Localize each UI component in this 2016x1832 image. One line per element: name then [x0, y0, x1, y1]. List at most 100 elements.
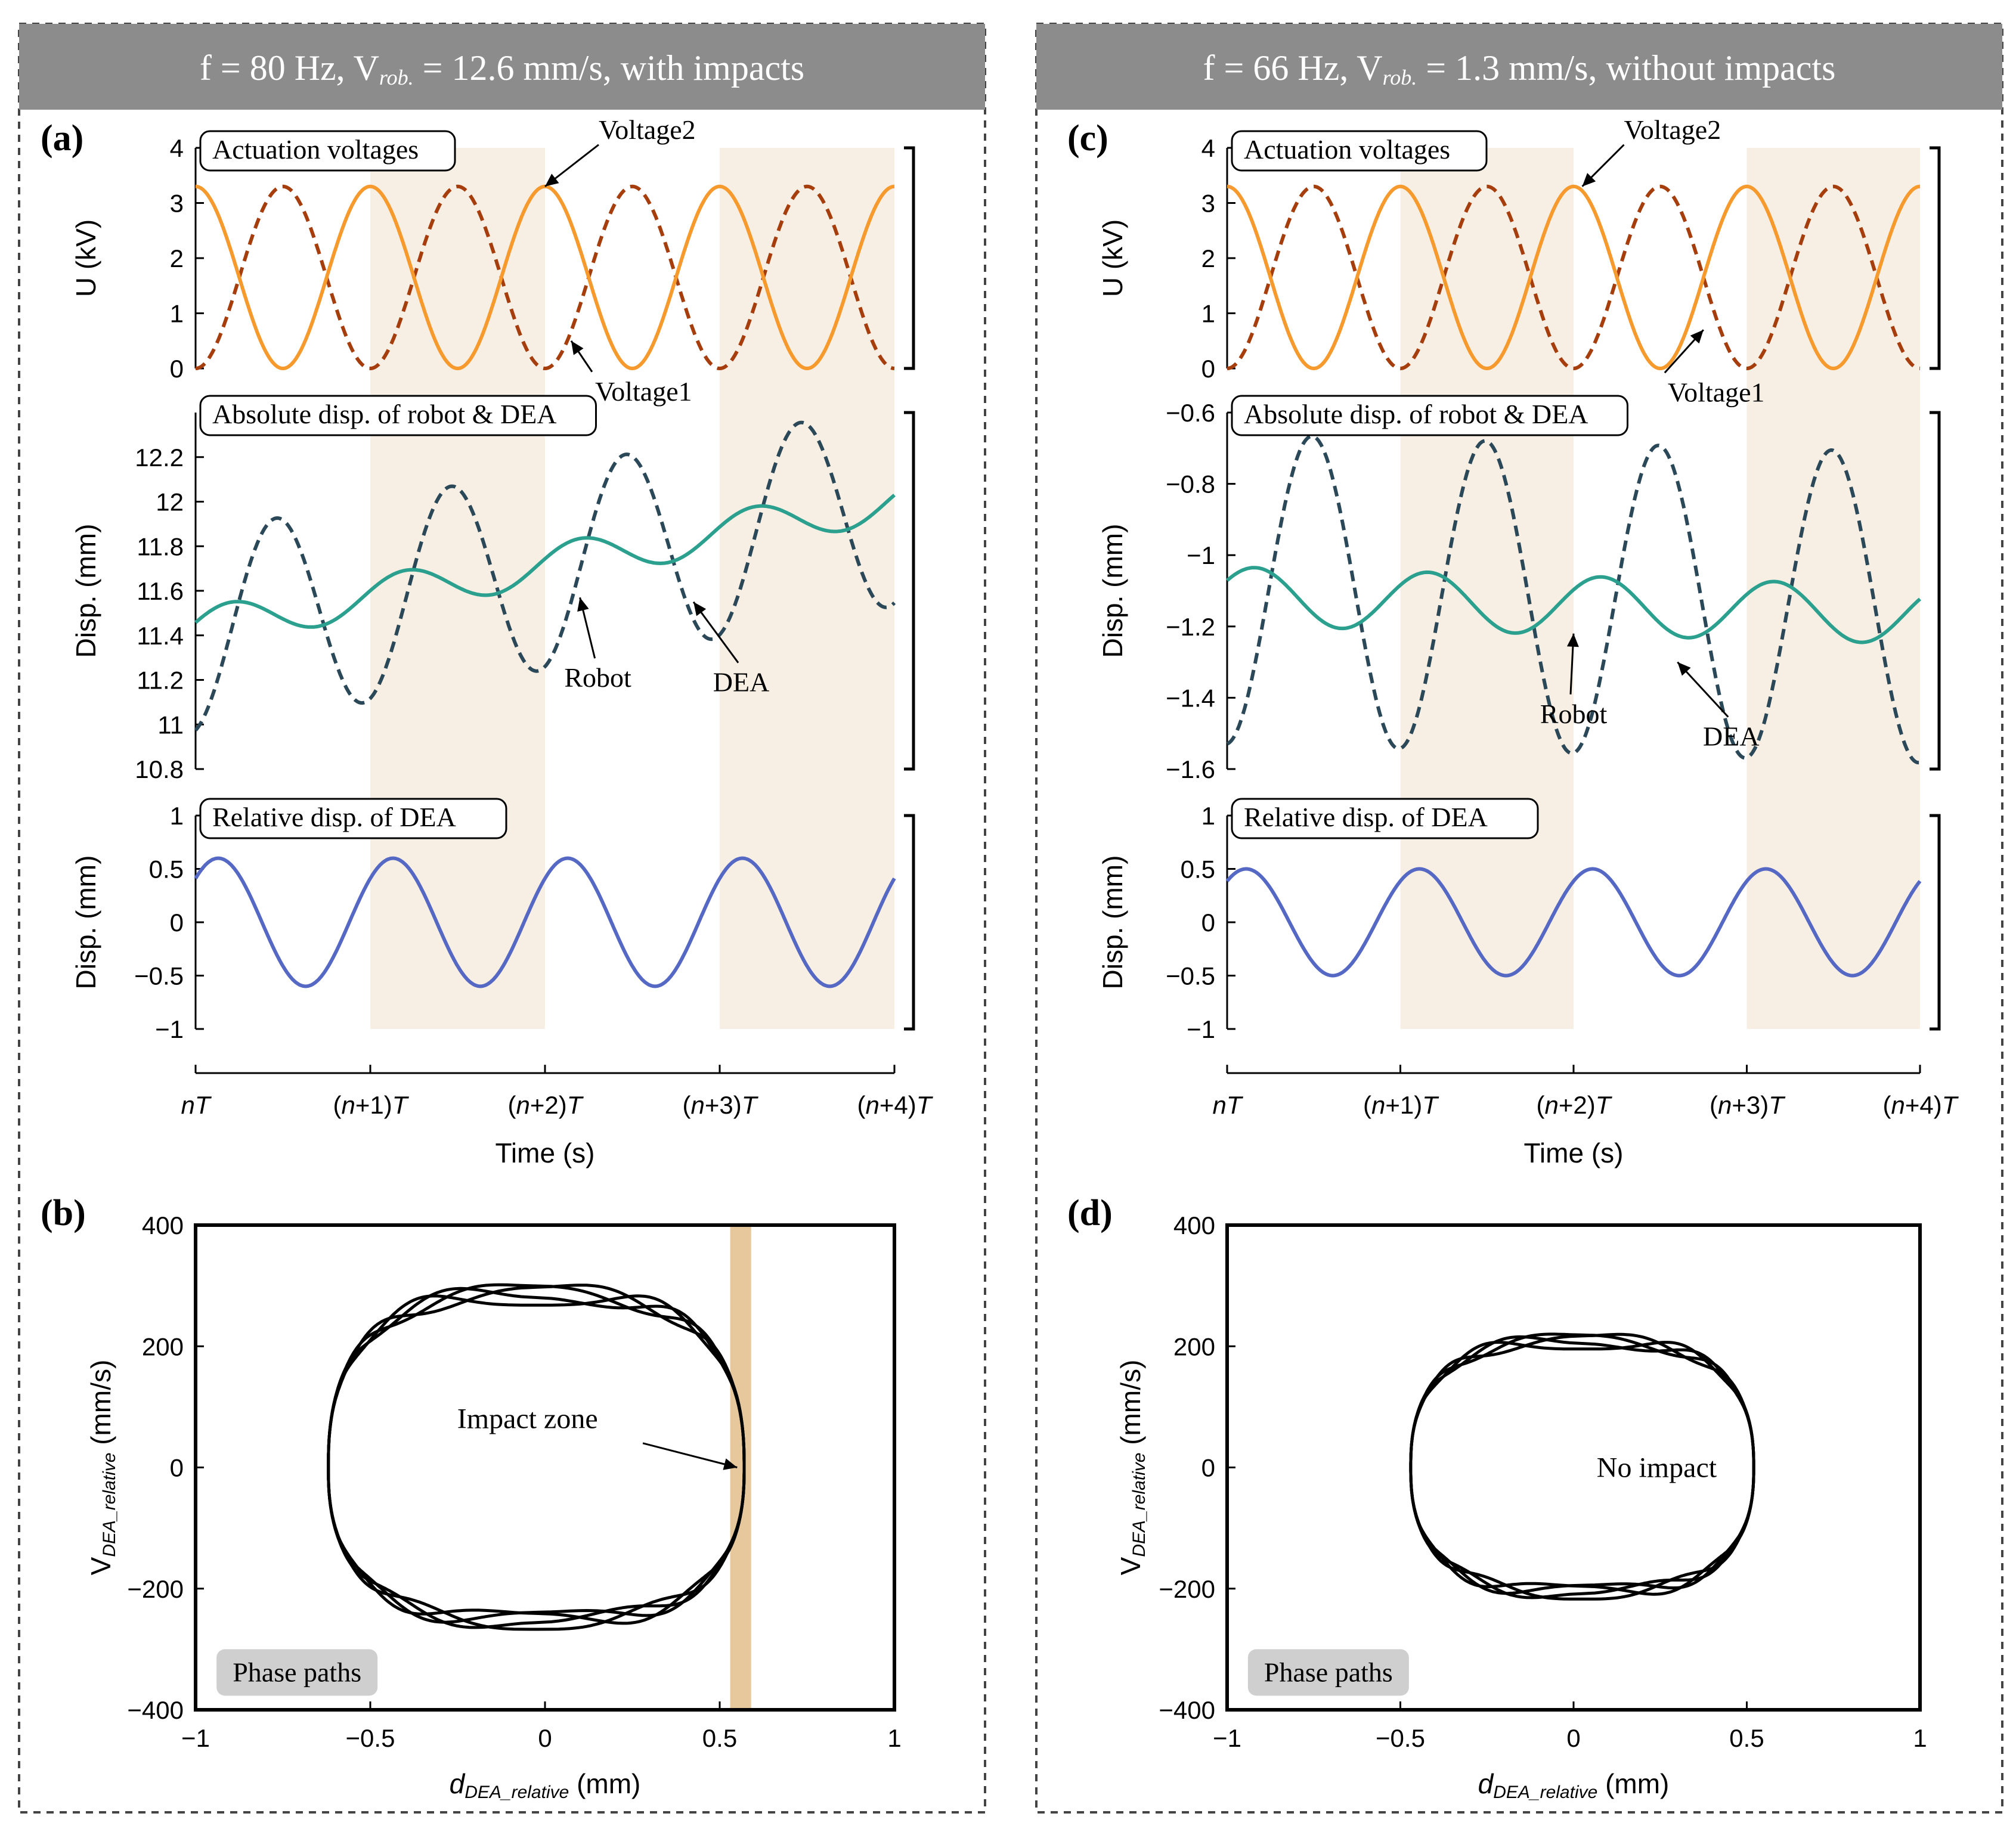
right-header-bg	[1036, 24, 2002, 110]
x-tick-label-left: (n+3)T	[683, 1091, 759, 1119]
bracket-a1	[904, 146, 915, 370]
y-tick-label-c2: −1.6	[1166, 755, 1215, 783]
right-header: f = 66 Hz, Vrob. = 1.3 mm/s, without imp…	[1203, 48, 1836, 89]
x-tick-label-d: 1	[1913, 1724, 1927, 1752]
plot-a3: −1 −0.5 0 0.5 1 Disp. (mm) Relative disp. of D…	[70, 798, 915, 1043]
x-tick-label-b: 0	[538, 1724, 552, 1752]
y-axis-label-c3: Disp. (mm)	[1097, 855, 1128, 990]
tick-part: T	[195, 1091, 212, 1119]
plot-title-c2: Absolute disp. of robot & DEA	[1231, 395, 1628, 436]
annotation-text-c1: Voltage2	[1624, 114, 1721, 145]
plot-a2: 10.8 11 11.2 11.4 11.6 11.8 12 12.2 Disp. (mm) Ab…	[70, 395, 915, 783]
tick-part: T	[916, 1091, 934, 1119]
series-c1-voltage1	[1226, 184, 1921, 370]
tick-part: T	[1227, 1091, 1244, 1119]
y-tick-label-d: 0	[1201, 1454, 1215, 1482]
annotation-c2-robot: Robot	[1540, 633, 1608, 729]
annotation-text-a1: Voltage2	[599, 114, 696, 145]
x-tick-label-d: 0.5	[1729, 1724, 1764, 1752]
tick-part: +2)	[530, 1091, 567, 1119]
annotation-a2-robot: Robot	[564, 597, 631, 693]
plot-title-text-a3: Relative disp. of DEA	[212, 802, 456, 832]
x-tick-label-d: −1	[1213, 1724, 1241, 1752]
label-part: d	[450, 1768, 466, 1799]
y-tick-label-b: 200	[142, 1332, 184, 1360]
legend-text-b: Phase paths	[233, 1657, 361, 1687]
plot-title-box-a3	[199, 798, 507, 839]
plot-title-text-a1: Actuation voltages	[212, 134, 419, 165]
series-c2-dea	[1226, 434, 1921, 765]
plot-title-a1: Actuation voltages	[199, 130, 456, 172]
x-tick-label-right: (n+4)T	[1883, 1091, 1959, 1119]
plot-title-text-c2: Absolute disp. of robot & DEA	[1244, 399, 1588, 429]
tick-part: n	[1718, 1091, 1732, 1119]
plot-title-text-c3: Relative disp. of DEA	[1244, 802, 1488, 832]
label-part: (mm)	[1597, 1768, 1669, 1799]
tick-part: (	[1537, 1091, 1545, 1119]
tick-part: (	[1883, 1091, 1891, 1119]
y-axis-label-d: VDEA_relative (mm/s)	[1115, 1360, 1149, 1576]
label-part: d	[1478, 1768, 1494, 1799]
annotation-arrow-head	[577, 597, 589, 612]
plot-title-box-c1	[1231, 130, 1488, 172]
annotation-arrow-head	[1582, 173, 1596, 187]
series-a2-robot	[194, 494, 896, 629]
y-tick-label-c1: 3	[1201, 190, 1215, 218]
y-tick-label-a2: 11	[157, 711, 184, 739]
y-tick-label-a1: 1	[170, 300, 184, 328]
annotation-arrow-head	[723, 1458, 738, 1470]
shade-band-right-2	[1746, 148, 1920, 1029]
plot-title-a2: Absolute disp. of robot & DEA	[199, 395, 597, 436]
plot-title-box-a2	[199, 395, 597, 436]
y-tick-label-a3: −1	[155, 1015, 184, 1043]
tick-part: (	[1363, 1091, 1371, 1119]
plot-title-a3: Relative disp. of DEA	[199, 798, 507, 839]
plot-title-text-c1: Actuation voltages	[1244, 134, 1450, 165]
series-c3-relative-disp-	[1225, 867, 1922, 978]
y-tick-label-a3: 0.5	[149, 855, 184, 884]
annotation-arrow-head	[1566, 633, 1579, 647]
y-tick-label-c2: −0.6	[1166, 399, 1215, 427]
x-tick-label-left: nT	[181, 1091, 212, 1119]
series-a1-voltage1	[195, 184, 895, 370]
x-tick-label-right: (n+1)T	[1363, 1091, 1439, 1119]
annotation-arrow-line	[642, 1442, 738, 1468]
annotation-text-c2: Robot	[1540, 699, 1608, 729]
tick-part: T	[742, 1091, 759, 1119]
annotation-arrow-head	[693, 602, 707, 616]
y-tick-label-c3: 0.5	[1181, 855, 1215, 884]
label-part: DEA_relative	[464, 1783, 569, 1802]
y-tick-label-c1: 4	[1201, 134, 1215, 162]
x-tick-label-right: (n+2)T	[1537, 1091, 1613, 1119]
series-a3-relative-disp-	[194, 856, 896, 988]
tick-part: +4)	[1905, 1091, 1942, 1119]
y-tick-label-b: −200	[127, 1575, 184, 1603]
annotation-c1-voltage1: Voltage1	[1664, 329, 1765, 407]
legend-bg-d	[1247, 1649, 1409, 1696]
bracket-c1	[1930, 146, 1941, 370]
panel-label-b: (b)	[41, 1193, 86, 1233]
annotation-arrow-head	[1690, 330, 1704, 344]
series-a2-dea	[194, 420, 896, 731]
y-tick-label-a1: 0	[170, 355, 184, 383]
tick-part: T	[567, 1091, 584, 1119]
y-tick-label-c3: −1	[1187, 1015, 1215, 1043]
annotation-text-c1: Voltage1	[1668, 377, 1765, 407]
y-tick-label-a2: 11.2	[137, 667, 184, 695]
y-tick-label-a2: 11.4	[137, 622, 184, 650]
y-axis-label-c1: U (kV)	[1097, 219, 1128, 297]
y-tick-label-a2: 10.8	[135, 755, 184, 783]
x-axis-label-left: Time (s)	[496, 1137, 595, 1168]
tick-part: n	[342, 1091, 355, 1119]
bracket-c2	[1930, 411, 1941, 771]
label-part: (mm/s)	[85, 1360, 116, 1453]
x-tick-label-right: (n+3)T	[1710, 1091, 1786, 1119]
annotation-impact-zone: Impact zone	[457, 1403, 738, 1470]
left-header-bg	[19, 24, 985, 110]
y-tick-label-c1: 2	[1201, 244, 1215, 272]
y-tick-label-d: −400	[1159, 1696, 1215, 1724]
y-tick-label-c2: −1.4	[1166, 684, 1215, 712]
y-tick-label-a2: 12	[156, 488, 184, 516]
